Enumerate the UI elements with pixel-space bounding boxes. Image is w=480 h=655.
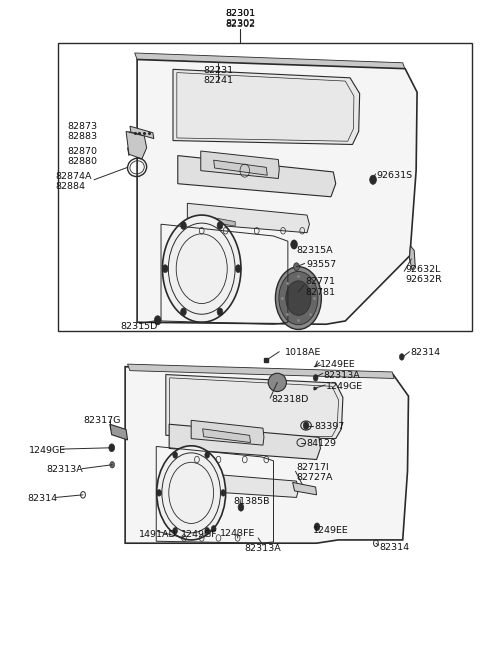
Polygon shape: [409, 246, 415, 270]
Circle shape: [235, 265, 241, 272]
Circle shape: [313, 375, 318, 381]
Circle shape: [217, 308, 223, 316]
Text: 82314: 82314: [411, 348, 441, 357]
Text: 82231
82241: 82231 82241: [204, 66, 234, 85]
Text: 84129: 84129: [306, 440, 336, 448]
Polygon shape: [177, 472, 299, 497]
Text: 82317G: 82317G: [83, 416, 120, 425]
Circle shape: [291, 240, 298, 249]
Circle shape: [205, 527, 210, 534]
Circle shape: [211, 525, 216, 532]
Text: 81385B: 81385B: [233, 497, 270, 506]
Bar: [58, 43, 472, 331]
Circle shape: [180, 308, 186, 316]
Polygon shape: [169, 424, 321, 460]
Text: 82314: 82314: [380, 543, 410, 552]
Text: 82874A
82884: 82874A 82884: [56, 172, 92, 191]
Circle shape: [157, 489, 162, 496]
Text: 92631S: 92631S: [376, 172, 412, 180]
Text: 1491AD: 1491AD: [139, 530, 177, 539]
Circle shape: [238, 503, 244, 511]
Text: 1249GF: 1249GF: [181, 530, 217, 539]
Text: 83397: 83397: [314, 422, 345, 432]
Circle shape: [180, 221, 186, 229]
Circle shape: [205, 452, 210, 458]
Circle shape: [276, 267, 322, 329]
Polygon shape: [214, 217, 235, 226]
Polygon shape: [110, 424, 128, 440]
Circle shape: [399, 354, 404, 360]
Text: 82314: 82314: [27, 495, 57, 503]
Text: 93557: 93557: [306, 260, 336, 269]
Circle shape: [294, 263, 300, 271]
Polygon shape: [130, 126, 154, 139]
Text: 1249GE: 1249GE: [29, 446, 67, 455]
Circle shape: [110, 462, 115, 468]
Polygon shape: [293, 482, 317, 495]
Polygon shape: [173, 69, 360, 145]
Circle shape: [370, 175, 376, 184]
Polygon shape: [126, 132, 147, 159]
Circle shape: [109, 444, 115, 452]
Polygon shape: [125, 367, 408, 543]
Polygon shape: [203, 429, 251, 443]
Text: 82301
82302: 82301 82302: [225, 9, 255, 28]
Circle shape: [279, 271, 318, 325]
Circle shape: [173, 452, 178, 458]
Polygon shape: [214, 160, 267, 175]
Circle shape: [162, 215, 241, 322]
Text: 1018AE: 1018AE: [285, 348, 321, 357]
Text: 82313A: 82313A: [245, 544, 281, 553]
Text: 1249EE: 1249EE: [321, 360, 356, 369]
Polygon shape: [187, 203, 310, 233]
Text: 82313A: 82313A: [46, 466, 83, 474]
Polygon shape: [135, 53, 405, 69]
Circle shape: [314, 523, 320, 531]
Text: 82313A: 82313A: [324, 371, 360, 380]
Circle shape: [173, 527, 178, 534]
Text: 92632L
92632R: 92632L 92632R: [405, 265, 442, 284]
Text: 1249EE: 1249EE: [313, 525, 349, 534]
Text: 82717I
82727A: 82717I 82727A: [297, 463, 333, 482]
Text: 82315D: 82315D: [121, 322, 158, 331]
Text: 82301
82302: 82301 82302: [225, 9, 255, 29]
Circle shape: [221, 489, 226, 496]
Text: 82315A: 82315A: [297, 246, 333, 255]
Text: 82318D: 82318D: [271, 395, 309, 404]
Polygon shape: [137, 60, 417, 324]
Polygon shape: [166, 375, 343, 439]
Text: 1243FE: 1243FE: [220, 529, 256, 538]
Circle shape: [303, 422, 309, 430]
Text: 1249GE: 1249GE: [326, 382, 363, 391]
Polygon shape: [191, 421, 264, 445]
Circle shape: [286, 281, 311, 315]
Circle shape: [162, 265, 168, 272]
Circle shape: [157, 446, 226, 540]
Polygon shape: [203, 483, 222, 492]
Polygon shape: [201, 151, 279, 178]
Circle shape: [155, 316, 161, 325]
Polygon shape: [178, 156, 336, 196]
Circle shape: [217, 221, 223, 229]
Text: 82870
82880: 82870 82880: [68, 147, 98, 166]
Text: 82771
82781: 82771 82781: [305, 277, 335, 297]
Text: 82873
82883: 82873 82883: [68, 122, 98, 141]
Ellipse shape: [268, 373, 287, 392]
Polygon shape: [128, 364, 394, 379]
